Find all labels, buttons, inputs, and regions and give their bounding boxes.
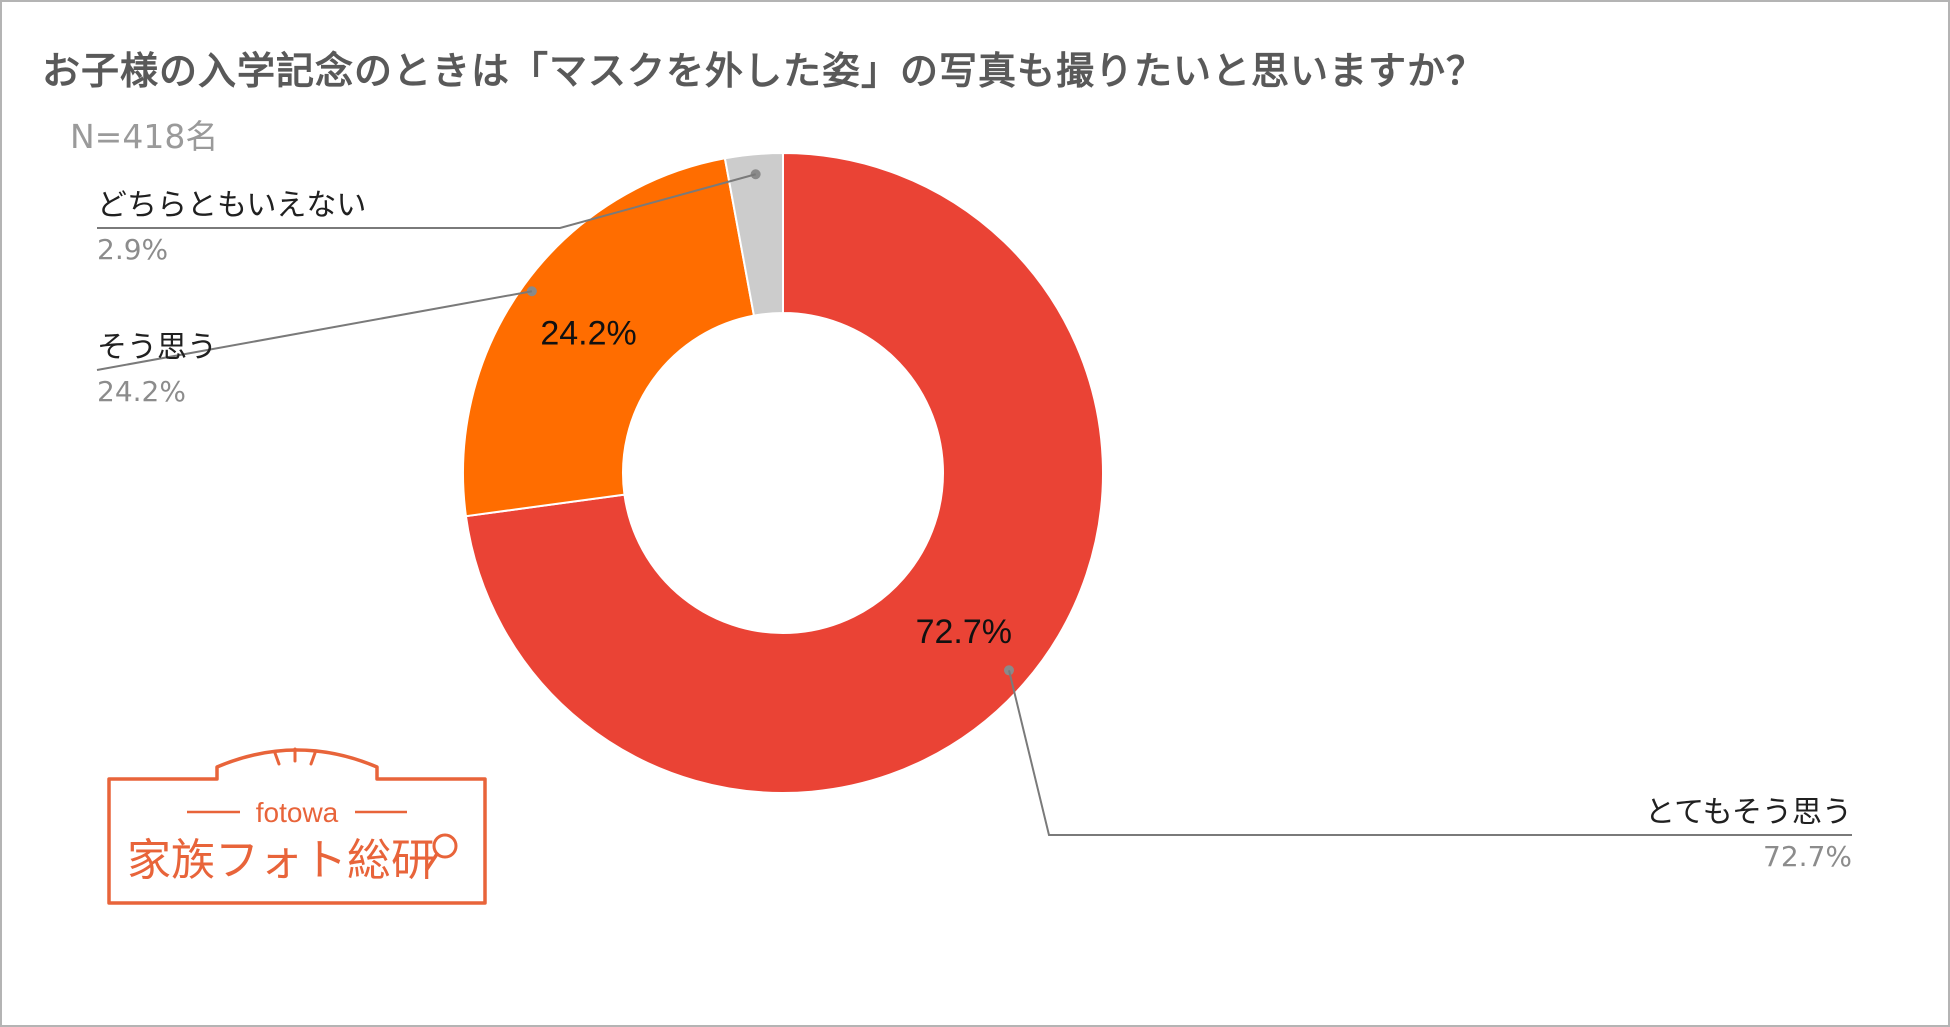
logo-name: 家族フォト総研 bbox=[127, 835, 435, 886]
slice-0 bbox=[464, 151, 1104, 794]
slice-name-2: どちらともいえない bbox=[97, 188, 366, 223]
slice-2 bbox=[723, 151, 784, 317]
slice-1 bbox=[462, 157, 756, 518]
magnifier-icon bbox=[432, 833, 458, 859]
leader-lines bbox=[96, 169, 1852, 836]
leader-line-2 bbox=[97, 173, 756, 229]
slice-name-1: そう思う bbox=[97, 330, 217, 365]
fotowa-logo: fotowa 家族フォト総研 bbox=[107, 747, 487, 905]
donut-slices bbox=[462, 151, 1104, 794]
slice-labels: 72.7% とてもそう思う 72.7% 24.2% そう思う 24.2% どちらともいえない… bbox=[97, 188, 1852, 873]
leader-line-0 bbox=[1008, 670, 1852, 836]
sample-size: N=418名 bbox=[70, 117, 219, 156]
slice-value-label-0: 72.7% bbox=[916, 613, 1012, 651]
slice-value-label-1: 24.2% bbox=[540, 314, 636, 352]
leader-line-1 bbox=[96, 290, 533, 371]
slice-percent-2: 2.9% bbox=[97, 233, 168, 266]
chart-title: お子様の入学記念のときは「マスクを外した姿」の写真も撮りたいと思いますか？ bbox=[42, 49, 1486, 93]
slice-name-0: とてもそう思う bbox=[1645, 795, 1852, 830]
logo-brand: fotowa bbox=[256, 797, 339, 828]
slice-percent-0: 72.7% bbox=[1763, 840, 1852, 873]
slice-percent-1: 24.2% bbox=[97, 375, 186, 408]
